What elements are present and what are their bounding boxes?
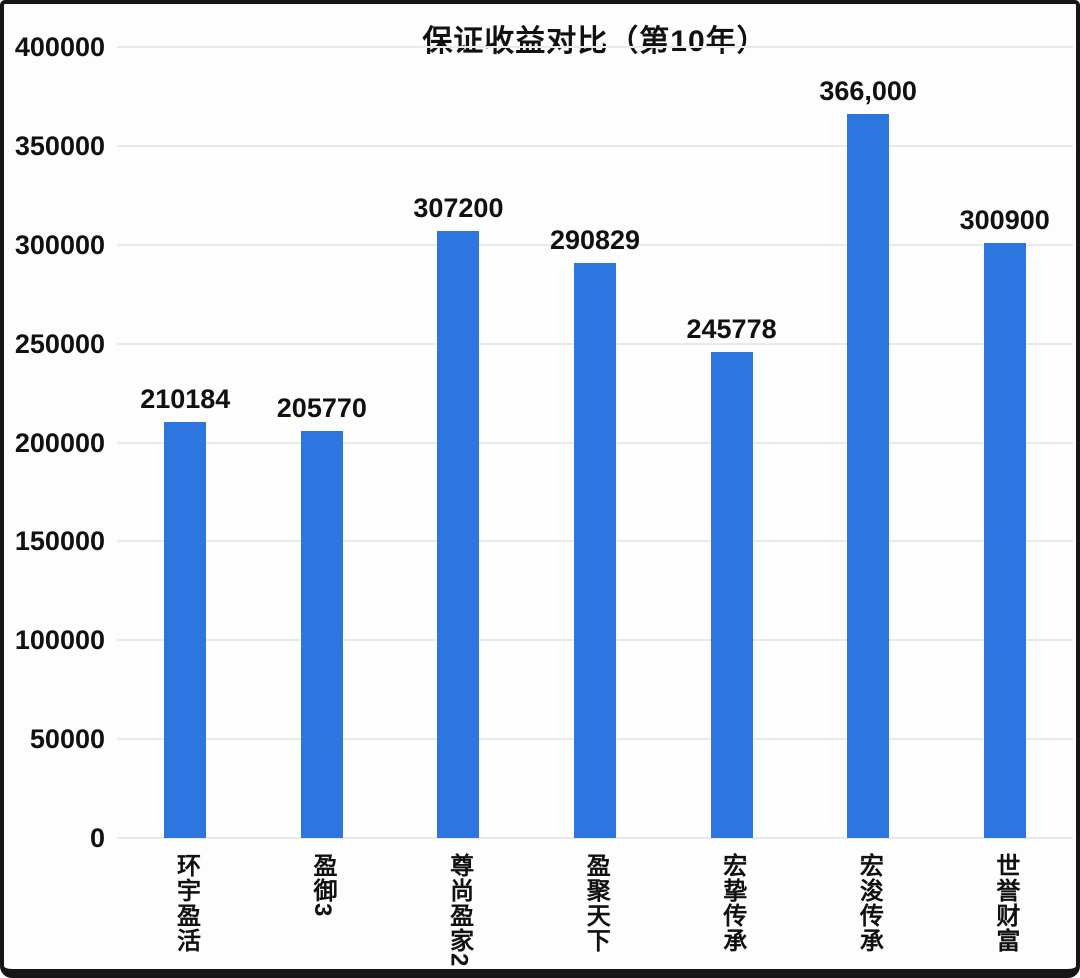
y-axis-tick-label: 250000	[14, 328, 105, 359]
y-axis-tick-label: 300000	[14, 229, 105, 260]
y-axis-tick-label: 0	[89, 823, 105, 853]
x-category-label: 盈聚天下	[582, 853, 610, 953]
y-axis-tick-label: 350000	[14, 130, 105, 161]
bar-value-label: 366,000	[819, 76, 917, 107]
bar-value-label: 245778	[686, 313, 777, 344]
y-axis-tick-label: 400000	[14, 32, 105, 62]
bar	[847, 114, 890, 838]
x-category-label: 宏挚传承	[718, 853, 746, 953]
gridline	[117, 144, 1073, 147]
bar-value-label: 290829	[549, 224, 641, 255]
gridline	[117, 837, 1073, 839]
bar-value-label: 307200	[413, 192, 504, 223]
bar-value-label: 210184	[140, 384, 231, 415]
bar-value-label: 205770	[276, 393, 367, 424]
x-category-label: 环宇盈活	[172, 853, 200, 953]
x-category-label: 宏浚传承	[855, 853, 883, 953]
bar	[710, 351, 753, 838]
bar	[300, 431, 343, 838]
x-category-label: 世誉财富	[991, 853, 1019, 953]
gridline	[117, 46, 1073, 48]
y-axis-tick-label: 200000	[14, 427, 105, 458]
bar-value-label: 300900	[959, 204, 1050, 235]
y-axis-tick-label: 50000	[29, 724, 105, 755]
bar	[164, 422, 207, 838]
x-category-label: 盈御3	[309, 853, 337, 918]
y-axis-tick-label: 150000	[14, 526, 105, 557]
y-axis-tick-label: 100000	[14, 625, 105, 656]
x-category-label: 尊尚盈家2	[445, 853, 473, 968]
chart-title: 保证收益对比（第10年）	[422, 25, 768, 58]
gridline	[117, 243, 1073, 246]
bar	[437, 230, 480, 838]
bar	[574, 262, 616, 838]
bar	[983, 242, 1026, 838]
plot-area: 210184 205770 307200 290829 245778 366,000 300…	[117, 46, 1073, 839]
